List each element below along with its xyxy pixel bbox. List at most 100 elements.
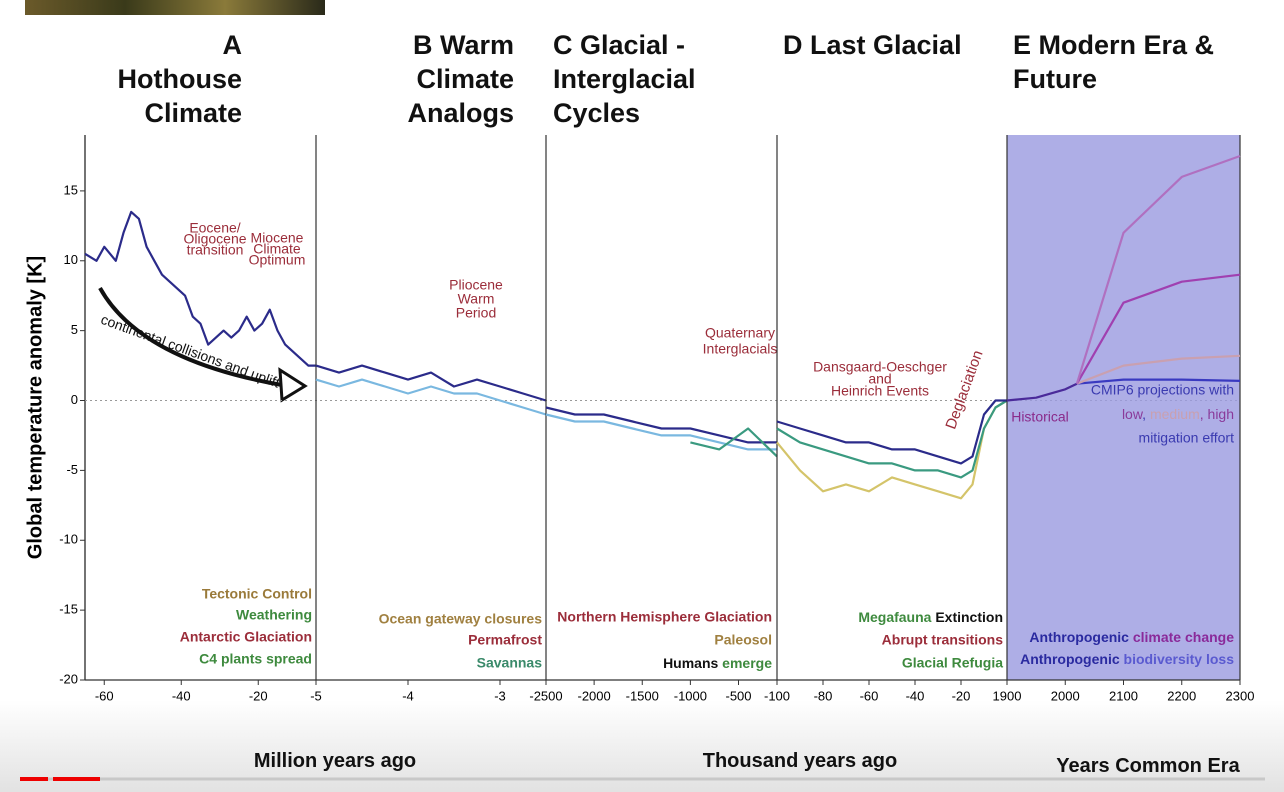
panel-background	[1007, 135, 1240, 680]
series-line	[690, 427, 778, 458]
x-tick-label: -40	[172, 688, 191, 703]
annotation-part: ,	[1142, 406, 1150, 422]
annotation-part: , high	[1200, 406, 1234, 422]
annotation-part: Anthropogenic	[1020, 651, 1120, 667]
annotation: Deglaciation	[942, 348, 986, 431]
annotation: Weathering	[236, 607, 312, 623]
x-tick-label: -1000	[674, 688, 707, 703]
annotation: Antarctic Glaciation	[180, 629, 312, 645]
x-tick-label: -20	[249, 688, 268, 703]
annotation: Savannas	[477, 655, 543, 671]
video-overlay	[0, 700, 1284, 792]
annotation: low, medium, high	[1122, 406, 1234, 422]
annotation-part: Extinction	[931, 609, 1003, 625]
thumbnail-strip	[25, 0, 325, 15]
x-tick-label: 2200	[1167, 688, 1196, 703]
annotation: Interglacials	[703, 341, 778, 357]
panel-title: C Glacial - Interglacial Cycles	[553, 30, 696, 128]
series-line	[545, 413, 777, 451]
annotation-part: Anthropogenic	[1029, 629, 1129, 645]
x-tick-label: -5	[310, 688, 322, 703]
series-line	[1006, 382, 1078, 402]
series-line	[315, 364, 547, 402]
annotation: Heinrich Events	[831, 383, 929, 399]
x-tick-label: -20	[952, 688, 971, 703]
annotation: Glacial Refugia	[902, 655, 1003, 671]
annotation: Abrupt transitions	[882, 632, 1004, 648]
annotation: transition	[187, 242, 244, 258]
annotation: Pliocene	[449, 277, 503, 293]
annotation: continental collisions and uplift	[99, 311, 282, 391]
annotation-part: emerge	[718, 655, 772, 671]
y-tick-label: -15	[59, 602, 78, 617]
x-tick-label: 2000	[1051, 688, 1080, 703]
y-tick-label: 10	[64, 252, 78, 267]
x-tick-label: -80	[814, 688, 833, 703]
annotation: Paleosol	[714, 632, 772, 648]
annotation: mitigation effort	[1139, 430, 1235, 446]
y-tick-label: -5	[66, 462, 78, 477]
arrow-head	[278, 367, 308, 403]
panel-title: E Modern Era & Future	[1013, 30, 1215, 94]
annotation: Climate	[253, 241, 301, 257]
annotation: Period	[456, 305, 496, 321]
annotation-part: Humans	[663, 655, 718, 671]
annotation: Northern Hemisphere Glaciation	[557, 609, 772, 625]
annotation: Eocene/	[189, 220, 240, 236]
annotation: Oligocene	[183, 231, 246, 247]
y-tick-label: -10	[59, 532, 78, 547]
x-tick-label: -4	[402, 688, 414, 703]
x-tick-label: -100	[764, 688, 790, 703]
panel-title: B Warm Climate Analogs	[407, 30, 514, 128]
series-line	[84, 210, 316, 367]
x-tick-label: -3	[494, 688, 506, 703]
annotation: CMIP6 projections with	[1091, 382, 1234, 398]
x-axis-label: Years Common Era	[1056, 755, 1240, 777]
panel-title: D Last Glacial	[783, 30, 962, 60]
x-tick-label: 2100	[1109, 688, 1138, 703]
annotation: Ocean gateway closures	[379, 611, 543, 627]
x-tick-label: -40	[906, 688, 925, 703]
y-tick-label: 5	[71, 322, 78, 337]
annotation: C4 plants spread	[199, 651, 312, 667]
series-line	[1075, 154, 1241, 385]
x-tick-label: -1500	[626, 688, 659, 703]
x-tick-label: -60	[860, 688, 879, 703]
x-axis-label: Thousand years ago	[702, 750, 898, 772]
annotation: Humans emerge	[663, 655, 772, 671]
x-tick-label: -60	[95, 688, 114, 703]
x-tick-label: -500	[725, 688, 751, 703]
annotation: Quaternary	[705, 325, 775, 341]
series-line	[776, 399, 1007, 465]
x-tick-label: 2300	[1226, 688, 1255, 703]
y-tick-label: -20	[59, 671, 78, 686]
annotation: Anthropogenic biodiversity loss	[1020, 651, 1234, 667]
x-tick-label: 1900	[993, 688, 1022, 703]
series-line	[776, 399, 1008, 479]
x-axis-label: Million years ago	[253, 750, 417, 772]
annotation: Permafrost	[468, 632, 542, 648]
annotation-part: climate change	[1129, 629, 1234, 645]
annotation: Dansgaard-Oeschger	[813, 359, 947, 375]
y-axis-label: Global temperature anomaly [K]	[24, 256, 46, 559]
annotation-part: low	[1122, 406, 1144, 422]
y-tick-label: 15	[64, 182, 78, 197]
x-tick-label: -2500	[529, 688, 562, 703]
annotation-part: medium	[1150, 406, 1200, 422]
panel-title: A Hothouse Climate	[117, 30, 243, 128]
annotation: Warm	[458, 291, 495, 307]
y-tick-label: 0	[71, 392, 78, 407]
series-line	[1075, 273, 1241, 385]
annotation: Historical	[1011, 409, 1069, 425]
x-tick-label: -2000	[578, 688, 611, 703]
annotation: Miocene	[251, 230, 304, 246]
annotation: and	[868, 371, 891, 387]
arrow	[98, 287, 283, 387]
series-line	[1076, 354, 1241, 385]
annotation-part: Megafauna	[858, 609, 931, 625]
annotation: Tectonic Control	[202, 586, 312, 602]
annotation: Optimum	[249, 252, 306, 268]
series-line	[1076, 378, 1241, 385]
